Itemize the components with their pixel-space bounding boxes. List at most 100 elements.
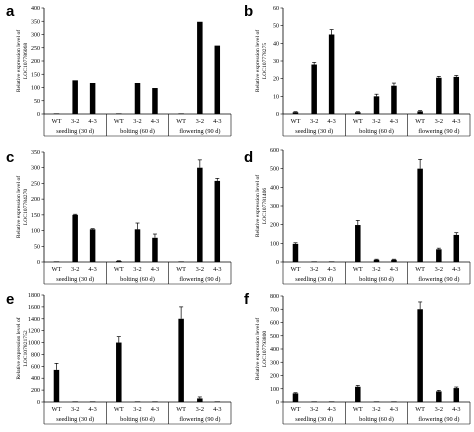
panel-d-stage-label-1: bolting (60 d) (359, 276, 394, 283)
panel-f-letter: f (244, 291, 250, 308)
panel-c-y-tick-label-3: 150 (31, 213, 40, 219)
panel-b-stage-label-0: seedling (30 d) (295, 128, 333, 135)
panel-f-genotype-label-2-0: WT (415, 406, 425, 413)
panel-e-bar-0-1 (72, 401, 78, 402)
panel-d-bar-1-0 (355, 225, 361, 262)
panel-c-genotype-label-2-0: WT (176, 266, 186, 273)
panel-f-y-axis-label-line-1: LOC107793800 (262, 331, 268, 368)
panel-a-bar-2-2 (214, 45, 221, 114)
panel-d-y-tick-label-6: 600 (270, 148, 279, 154)
panel-e-genotype-label-1-0: WT (114, 406, 124, 413)
panel-c-y-tick-label-4: 200 (31, 197, 40, 203)
panel-a-bar-0-0 (53, 113, 60, 114)
panel-b-genotype-label-1-2: 4-3 (390, 118, 398, 125)
panel-f-genotype-label-1-0: WT (353, 406, 363, 413)
panel-e-y-axis-label-line-1: LOC107821752 (23, 330, 29, 367)
panel-f-bar-0-2 (328, 401, 335, 402)
panel-b-genotype-label-2-1: 3-2 (435, 118, 443, 125)
panel-f-y-axis-label-line-0: Relative expression level of (254, 318, 261, 380)
panel-d-genotype-label-1-1: 3-2 (372, 266, 380, 273)
panel-a-y-tick-label-7: 350 (31, 19, 40, 25)
chart-panel-d: d 0 100 200 300 400 500 600 Relative expression … (244, 148, 471, 285)
panel-e-y-tick-label-2: 400 (31, 376, 40, 382)
panel-a-bar-1-2 (152, 88, 158, 114)
panel-b-y-tick-label-6: 60 (273, 6, 279, 12)
panel-b-y-axis-label-line-1: LOC107778275 (262, 43, 268, 80)
panel-c-bar-1-2 (152, 237, 158, 262)
panel-c-bar-1-0 (116, 261, 122, 262)
panel-f-y-axis-label: Relative expression level ofLOC107793800 (254, 318, 268, 380)
panel-f-y-tick-label-3: 300 (270, 360, 279, 366)
panel-e-bar-1-0 (116, 342, 122, 402)
panel-e-y-tick-label-1: 200 (31, 388, 40, 394)
panel-b-genotype-label-0-2: 4-3 (327, 118, 335, 125)
panel-c-stage-label-0: seedling (30 d) (56, 276, 94, 283)
panel-e-bar-2-1 (197, 398, 203, 402)
panel-e-stage-label-2: flowering (90 d) (179, 416, 220, 423)
panel-e-genotype-label-1-2: 4-3 (151, 406, 159, 413)
panel-a-genotype-label-1-1: 3-2 (133, 118, 141, 125)
panel-d-y-axis-label: Relative expression level ofLOC107781406 (254, 175, 268, 237)
panel-b-y-axis-label: Relative expression level ofLOC107778275 (254, 30, 268, 92)
chart-panel-e: e 0 200 400 600 800 1000 1200 1400 1600 1800 Relati… (6, 291, 232, 425)
panel-b-bar-0-0 (292, 112, 299, 114)
panel-e-bar-2-0 (178, 318, 184, 402)
panel-b-bar-2-2 (453, 76, 460, 114)
panel-f-genotype-label-1-1: 3-2 (372, 406, 380, 413)
panel-e-genotype-label-0-0: WT (52, 406, 62, 413)
panel-e-y-tick-label-7: 1400 (28, 317, 40, 323)
panel-d-bar-2-2 (453, 234, 460, 262)
panel-b-y-tick-label-2: 20 (273, 77, 279, 83)
panel-e-genotype-label-1-1: 3-2 (133, 406, 141, 413)
panel-e-y-tick-label-9: 1800 (28, 293, 40, 299)
panel-e-stage-label-1: bolting (60 d) (120, 416, 155, 423)
panel-f-bar-1-1 (373, 401, 380, 402)
panel-e-bar-1-1 (134, 401, 141, 402)
panel-e-genotype-label-2-1: 3-2 (196, 406, 204, 413)
panel-a-y-tick-label-3: 150 (31, 72, 40, 78)
panel-d-bar-1-2 (391, 259, 397, 262)
panel-f-stage-label-1: bolting (60 d) (359, 416, 394, 423)
panel-c-y-tick-label-0: 0 (37, 260, 40, 266)
panel-e-genotype-label-2-2: 4-3 (213, 406, 221, 413)
panel-f-genotype-label-1-2: 4-3 (390, 406, 398, 413)
panel-a-genotype-label-2-0: WT (176, 118, 186, 125)
panel-d-genotype-label-1-0: WT (353, 266, 363, 273)
panel-c-genotype-label-0-0: WT (52, 266, 62, 273)
panel-c-y-tick-label-5: 250 (31, 181, 40, 187)
panel-f-bar-0-0 (292, 393, 299, 402)
chart-panel-b: b 0 10 20 30 40 50 60 Relative expression level … (244, 3, 471, 137)
panel-e-letter: e (6, 291, 14, 308)
panel-d-genotype-label-0-1: 3-2 (310, 266, 318, 273)
panel-a-y-tick-label-5: 250 (31, 46, 40, 52)
panel-f-genotype-label-2-2: 4-3 (452, 406, 460, 413)
panel-e-y-tick-label-0: 0 (37, 400, 40, 406)
panel-b-genotype-label-0-0: WT (291, 118, 301, 125)
panel-a-genotype-label-0-0: WT (52, 118, 62, 125)
panel-f-y-tick-label-2: 200 (270, 374, 279, 380)
panel-e-y-tick-label-4: 800 (31, 352, 40, 358)
panel-f-genotype-label-0-0: WT (291, 406, 301, 413)
panel-a-bar-2-1 (197, 21, 203, 115)
panel-f-bar-1-0 (355, 386, 361, 402)
panel-d-stage-label-2: flowering (90 d) (418, 276, 459, 283)
panel-c-stage-label-1: bolting (60 d) (120, 276, 155, 283)
panel-e-y-tick-label-5: 1000 (28, 341, 40, 347)
panel-d-genotype-label-2-1: 3-2 (435, 266, 443, 273)
panel-c-bar-0-1 (72, 214, 78, 262)
panel-e-y-axis-label: Relative expression level ofLOC107821752 (15, 317, 29, 379)
panel-d-y-tick-label-0: 0 (276, 260, 279, 266)
panel-b-genotype-label-1-0: WT (353, 118, 363, 125)
panel-b-stage-label-2: flowering (90 d) (418, 128, 459, 135)
panel-b-y-tick-label-4: 40 (273, 41, 279, 47)
panel-d-bar-2-0 (417, 168, 423, 262)
panel-b-y-tick-label-1: 10 (273, 94, 279, 100)
panel-c-genotype-label-2-1: 3-2 (196, 266, 204, 273)
panel-e-genotype-label-2-0: WT (176, 406, 186, 413)
panel-c-bar-0-2 (89, 229, 96, 262)
panel-b-bar-2-1 (436, 77, 442, 114)
panel-b-stage-label-1: bolting (60 d) (359, 128, 394, 135)
panel-c-y-tick-label-2: 100 (31, 229, 40, 235)
panel-d-genotype-label-0-2: 4-3 (327, 266, 335, 273)
